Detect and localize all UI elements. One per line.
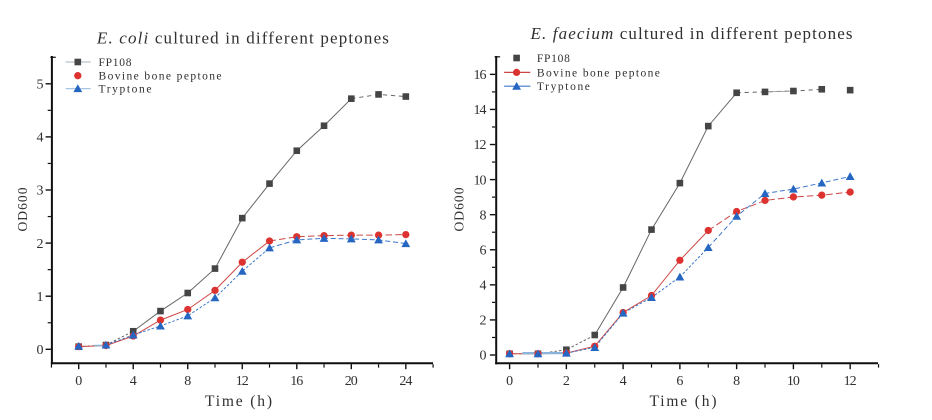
svg-text:E. coli cultured in different: E. coli cultured in different peptones bbox=[96, 28, 389, 47]
svg-text:12: 12 bbox=[474, 138, 487, 153]
svg-text:4: 4 bbox=[620, 374, 627, 389]
svg-text:10: 10 bbox=[474, 173, 487, 188]
svg-text:Tryptone: Tryptone bbox=[537, 81, 590, 93]
svg-text:OD600: OD600 bbox=[451, 187, 466, 231]
svg-text:Bovine bone peptone: Bovine bone peptone bbox=[99, 71, 222, 83]
svg-text:24: 24 bbox=[399, 374, 412, 389]
svg-text:FP108: FP108 bbox=[99, 57, 132, 69]
svg-text:6: 6 bbox=[480, 243, 487, 258]
svg-text:4: 4 bbox=[480, 279, 487, 294]
svg-text:14: 14 bbox=[474, 103, 487, 118]
svg-text:20: 20 bbox=[345, 374, 358, 389]
svg-text:12: 12 bbox=[236, 374, 249, 389]
svg-text:1: 1 bbox=[37, 290, 44, 305]
svg-text:10: 10 bbox=[787, 374, 800, 389]
svg-text:16: 16 bbox=[290, 374, 303, 389]
svg-text:16: 16 bbox=[474, 68, 487, 83]
svg-text:FP108: FP108 bbox=[537, 53, 570, 65]
svg-text:Time (h): Time (h) bbox=[650, 393, 717, 410]
svg-text:E. faecium cultured in differe: E. faecium cultured in different peptone… bbox=[530, 24, 853, 43]
svg-text:Tryptone: Tryptone bbox=[99, 84, 152, 96]
svg-text:4: 4 bbox=[130, 374, 137, 389]
svg-text:4: 4 bbox=[37, 131, 44, 146]
svg-text:8: 8 bbox=[733, 374, 740, 389]
svg-text:8: 8 bbox=[480, 208, 487, 223]
svg-text:0: 0 bbox=[506, 374, 513, 389]
svg-text:8: 8 bbox=[184, 374, 191, 389]
svg-text:5: 5 bbox=[37, 78, 44, 93]
svg-text:0: 0 bbox=[75, 374, 82, 389]
svg-text:2: 2 bbox=[37, 237, 44, 252]
svg-text:3: 3 bbox=[37, 184, 44, 199]
svg-text:2: 2 bbox=[563, 374, 570, 389]
svg-text:Time (h): Time (h) bbox=[205, 393, 272, 410]
svg-text:Bovine bone peptone: Bovine bone peptone bbox=[537, 67, 660, 79]
svg-text:0: 0 bbox=[37, 343, 44, 358]
svg-text:OD600: OD600 bbox=[15, 187, 30, 231]
svg-text:0: 0 bbox=[480, 349, 487, 364]
svg-text:12: 12 bbox=[844, 374, 857, 389]
svg-text:6: 6 bbox=[676, 374, 683, 389]
svg-text:2: 2 bbox=[480, 314, 487, 329]
